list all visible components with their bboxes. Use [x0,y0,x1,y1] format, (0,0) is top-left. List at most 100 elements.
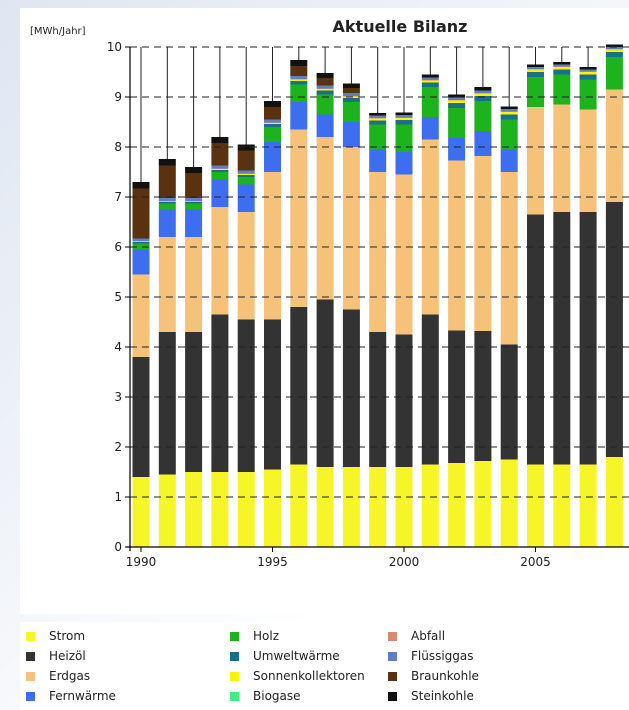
legend-swatch [230,651,239,661]
bar-segment [395,112,413,115]
bar-segment [158,209,176,237]
legend-item: Strom [26,628,85,644]
bar-segment [185,201,203,202]
bar-segment [395,115,413,118]
bar-segment [605,49,623,52]
legend-label: Braunkohle [411,669,479,683]
legend-swatch [230,671,239,681]
y-axis-label: [MWh/Jahr] [30,26,86,37]
bar-segment [474,87,492,91]
bar-segment [237,212,255,320]
bar-segment [290,79,308,80]
bar-segment [395,334,413,467]
bar-segment [185,203,203,210]
bar-segment [605,57,623,90]
bar-segment [421,80,439,83]
legend-swatch [26,631,35,641]
bar-segment [448,108,466,138]
bar-segment [237,173,255,174]
bar-segment [527,67,544,69]
bar-segment [158,474,176,547]
legend-swatch [388,691,397,701]
y-tick-label: 5 [114,290,122,304]
bar-segment [237,184,255,212]
bar-segment [211,207,229,315]
bar-segment [500,149,518,172]
bar-segment [158,165,176,198]
legend-label: Flüssiggas [411,649,474,663]
y-tick-label: 4 [114,340,122,354]
bar-segment [132,274,150,357]
bar-segment [500,172,518,345]
bar-segment [158,159,176,166]
y-tick-label: 6 [114,240,122,254]
bar-segment [290,79,308,81]
bar-segment [527,69,544,72]
bar-segment [237,174,255,175]
bar-segment [579,212,597,465]
bar-segment [290,464,308,547]
bar-segment [527,64,544,67]
bar-segment [474,101,492,131]
bar-segment [211,472,229,547]
bar-segment [527,214,544,465]
y-tick-label: 1 [114,490,122,504]
bar-segment [290,81,308,85]
bar-segment [158,203,176,210]
bar-segment [500,106,518,109]
legend-label: Umweltwärme [253,649,340,663]
bar-segment [342,309,360,467]
bar-segment [132,357,150,477]
bar-segment [474,461,492,547]
x-tick-label: 2005 [520,555,551,569]
bar-segment [237,319,255,472]
bar-segment [395,124,413,152]
bar-segment [527,72,544,77]
bar-segment [605,49,623,50]
bar-segment [474,331,492,461]
bar-segment [369,172,387,332]
bar-segment [211,314,229,472]
bar-segment [290,60,308,66]
bar-segment [395,118,413,120]
bar-segment [185,237,203,332]
legend-label: Steinkohle [411,689,474,703]
bar-segment [500,114,518,120]
legend-label: Strom [49,629,86,643]
legend-label: Erdgas [49,669,91,683]
legend-item: Braunkohle [388,668,479,684]
bar-segment [264,122,281,123]
legend-swatch [388,671,397,681]
bar-segment [132,241,150,242]
legend-item: Biogase [230,688,301,704]
bar-segment [342,96,360,97]
y-tick-label: 0 [114,540,122,554]
bar-segment [474,156,492,331]
bar-segment [527,107,544,215]
bar-segment [158,237,176,332]
bar-segment [185,209,203,237]
bar-segment [342,147,360,310]
bar-segment [264,172,281,320]
bar-segment [185,202,203,204]
bar-segment [605,457,623,547]
bar-segment [264,142,281,172]
legend-item: Flüssiggas [388,648,474,664]
bar-segment [264,319,281,470]
bar-segment [448,103,466,108]
bar-segment [185,173,203,198]
bar-segment [527,464,544,547]
bar-segment [500,111,518,112]
bar-segment [474,93,492,96]
legend-label: Biogase [253,689,301,703]
stacked-bar-chart: Aktuelle Bilanz [MWh/Jahr] 0 1 2 3 4 5 6 7 8 9 10 1… [30,17,629,569]
bar-segment [579,74,597,80]
bar-segment [158,202,176,204]
y-tick-label: 9 [114,90,122,104]
bar-segment [185,332,203,472]
bar-segment [342,93,360,96]
bar-segment [553,64,571,67]
bar-segment [316,85,334,89]
legend-swatch [388,651,397,661]
bar-segment [579,69,597,72]
